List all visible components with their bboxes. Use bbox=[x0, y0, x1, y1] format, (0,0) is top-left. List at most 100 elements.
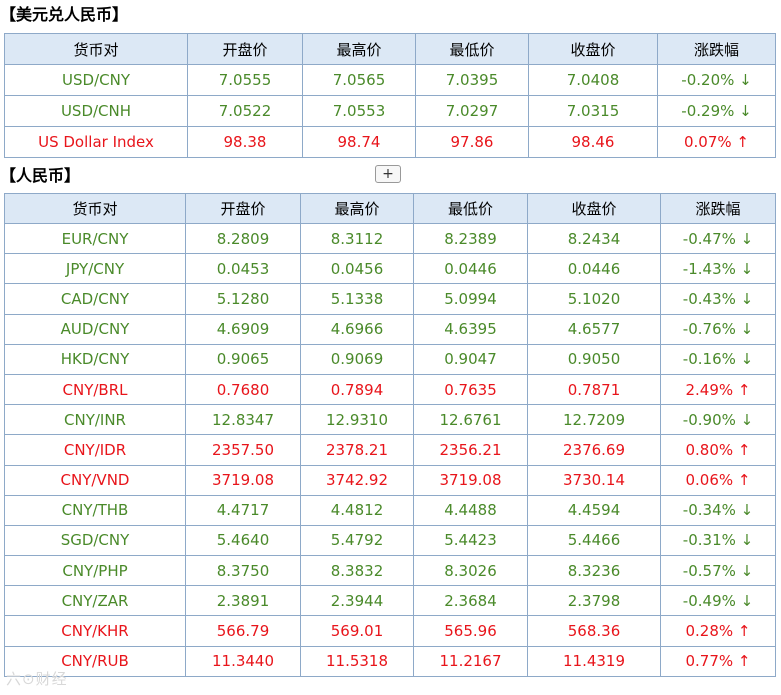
cell-low: 8.2389 bbox=[413, 222, 528, 255]
header-pair: 货币对 bbox=[4, 193, 186, 224]
table-row: JPY/CNY 0.0453 0.0456 0.0446 0.0446 -1.43% ↓ bbox=[4, 253, 776, 285]
cell-low: 4.4488 bbox=[413, 494, 528, 526]
cell-low: 5.0994 bbox=[413, 283, 528, 315]
cell-low: 11.2167 bbox=[413, 645, 528, 677]
cell-low: 12.6761 bbox=[413, 404, 528, 436]
cell-pair: EUR/CNY bbox=[4, 222, 186, 255]
table-row: US Dollar Index 98.38 98.74 97.86 98.46 0.07%… bbox=[4, 126, 776, 158]
cell-open: 8.3750 bbox=[185, 555, 301, 587]
cell-pair: US Dollar Index bbox=[4, 126, 188, 158]
cell-pair: USD/CNY bbox=[4, 64, 188, 96]
table-row: AUD/CNY 4.6909 4.6966 4.6395 4.6577 -0.76% ↓ bbox=[4, 313, 776, 345]
header-low: 最低价 bbox=[413, 193, 528, 224]
table-row: CNY/BRL 0.7680 0.7894 0.7635 0.7871 2.49% ↑ bbox=[4, 373, 776, 406]
header-open: 开盘价 bbox=[187, 33, 303, 65]
header-pair: 货币对 bbox=[4, 33, 188, 65]
table-row: CNY/ZAR 2.3891 2.3944 2.3684 2.3798 -0.49% ↓ bbox=[4, 585, 776, 617]
table-row: CNY/IDR 2357.50 2378.21 2356.21 2376.69 0.80%… bbox=[4, 434, 776, 466]
cell-high: 0.9069 bbox=[300, 343, 414, 375]
cell-low: 7.0395 bbox=[415, 64, 529, 96]
cell-close: 5.4466 bbox=[527, 524, 661, 557]
cell-open: 0.9065 bbox=[185, 343, 301, 375]
cell-high: 12.9310 bbox=[300, 404, 414, 436]
cell-pair: CNY/KHR bbox=[4, 615, 186, 647]
header-open: 开盘价 bbox=[185, 193, 301, 224]
header-high: 最高价 bbox=[300, 193, 414, 224]
cell-change: -0.49% ↓ bbox=[660, 585, 776, 617]
cell-low: 3719.08 bbox=[413, 464, 528, 496]
cell-change: -0.76% ↓ bbox=[660, 313, 776, 345]
cell-low: 97.86 bbox=[415, 126, 529, 158]
cell-low: 2.3684 bbox=[413, 585, 528, 617]
usd-section-title: 【美元兑人民币】 bbox=[0, 5, 129, 24]
cell-change: -0.20% ↓ bbox=[657, 64, 776, 96]
cell-high: 8.3112 bbox=[300, 222, 414, 255]
cell-open: 5.1280 bbox=[185, 283, 301, 315]
cell-open: 7.0522 bbox=[187, 95, 303, 127]
cell-close: 98.46 bbox=[528, 126, 658, 158]
cell-change: 0.06% ↑ bbox=[660, 464, 776, 496]
table-row: EUR/CNY 8.2809 8.3112 8.2389 8.2434 -0.47% ↓ bbox=[4, 222, 776, 255]
cell-high: 569.01 bbox=[300, 615, 414, 647]
cell-close: 12.7209 bbox=[527, 404, 661, 436]
cell-change: -0.29% ↓ bbox=[657, 95, 776, 127]
cell-pair: AUD/CNY bbox=[4, 313, 186, 345]
header-change: 涨跌幅 bbox=[660, 193, 776, 224]
cell-close: 2.3798 bbox=[527, 585, 661, 617]
cell-high: 4.6966 bbox=[300, 313, 414, 345]
cell-change: 0.28% ↑ bbox=[660, 615, 776, 647]
cell-pair: SGD/CNY bbox=[4, 524, 186, 557]
cell-high: 11.5318 bbox=[300, 645, 414, 677]
cell-low: 0.0446 bbox=[413, 253, 528, 285]
table-row: CNY/PHP 8.3750 8.3832 8.3026 8.3236 -0.57% ↓ bbox=[4, 555, 776, 587]
cell-open: 4.6909 bbox=[185, 313, 301, 345]
cell-low: 8.3026 bbox=[413, 555, 528, 587]
cell-open: 8.2809 bbox=[185, 222, 301, 255]
cell-high: 5.4792 bbox=[300, 524, 414, 557]
table-row: SGD/CNY 5.4640 5.4792 5.4423 5.4466 -0.31% ↓ bbox=[4, 524, 776, 557]
cell-open: 12.8347 bbox=[185, 404, 301, 436]
cell-low: 7.0297 bbox=[415, 95, 529, 127]
cell-change: -0.90% ↓ bbox=[660, 404, 776, 436]
cell-open: 2.3891 bbox=[185, 585, 301, 617]
cell-high: 2.3944 bbox=[300, 585, 414, 617]
cell-close: 7.0315 bbox=[528, 95, 658, 127]
usd-rate-table: 货币对 开盘价 最高价 最低价 收盘价 涨跌幅 USD/CNY 7.0555 7.0… bbox=[4, 33, 776, 158]
cell-close: 0.0446 bbox=[527, 253, 661, 285]
cell-pair: CNY/PHP bbox=[4, 555, 186, 587]
table-row: USD/CNH 7.0522 7.0553 7.0297 7.0315 -0.29% ↓ bbox=[4, 95, 776, 127]
cell-change: -1.43% ↓ bbox=[660, 253, 776, 285]
cell-pair: CNY/BRL bbox=[4, 373, 186, 406]
table-row: CNY/VND 3719.08 3742.92 3719.08 3730.14 0.06%… bbox=[4, 464, 776, 496]
table-row: CNY/INR 12.8347 12.9310 12.6761 12.7209 -0.90… bbox=[4, 404, 776, 436]
cell-high: 7.0565 bbox=[302, 64, 416, 96]
cell-open: 0.0453 bbox=[185, 253, 301, 285]
cell-change: -0.31% ↓ bbox=[660, 524, 776, 557]
cell-high: 98.74 bbox=[302, 126, 416, 158]
cell-change: -0.47% ↓ bbox=[660, 222, 776, 255]
cell-pair: CNY/VND bbox=[4, 464, 186, 496]
cell-pair: CAD/CNY bbox=[4, 283, 186, 315]
cell-high: 2378.21 bbox=[300, 434, 414, 466]
cell-change: 0.80% ↑ bbox=[660, 434, 776, 466]
cell-pair: USD/CNH bbox=[4, 95, 188, 127]
table-row: USD/CNY 7.0555 7.0565 7.0395 7.0408 -0.20% ↓ bbox=[4, 64, 776, 96]
expand-button[interactable]: + bbox=[375, 165, 401, 183]
cell-pair: HKD/CNY bbox=[4, 343, 186, 375]
cell-close: 8.3236 bbox=[527, 555, 661, 587]
cell-pair: CNY/INR bbox=[4, 404, 186, 436]
cell-close: 3730.14 bbox=[527, 464, 661, 496]
cell-open: 11.3440 bbox=[185, 645, 301, 677]
cell-high: 0.0456 bbox=[300, 253, 414, 285]
cell-change: 0.77% ↑ bbox=[660, 645, 776, 677]
cell-high: 5.1338 bbox=[300, 283, 414, 315]
cell-pair: CNY/RUB bbox=[4, 645, 186, 677]
cell-open: 0.7680 bbox=[185, 373, 301, 406]
cell-high: 7.0553 bbox=[302, 95, 416, 127]
cell-close: 0.9050 bbox=[527, 343, 661, 375]
table-header-row: 货币对 开盘价 最高价 最低价 收盘价 涨跌幅 bbox=[4, 193, 776, 224]
cell-high: 3742.92 bbox=[300, 464, 414, 496]
cell-close: 5.1020 bbox=[527, 283, 661, 315]
cell-low: 5.4423 bbox=[413, 524, 528, 557]
cell-close: 7.0408 bbox=[528, 64, 658, 96]
